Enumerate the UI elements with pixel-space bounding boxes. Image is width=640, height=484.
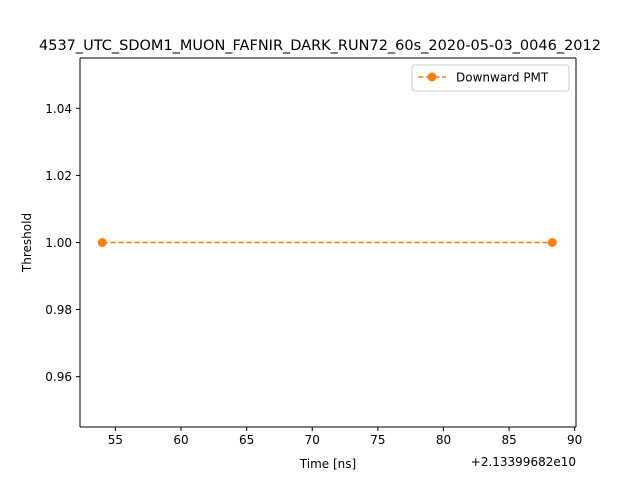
x-tick-label: 70 xyxy=(305,433,320,447)
legend: Downward PMT xyxy=(411,64,570,92)
x-tick-label: 65 xyxy=(239,433,254,447)
x-tick-label: 80 xyxy=(436,433,451,447)
legend-box xyxy=(411,64,570,92)
y-tick-label: 0.98 xyxy=(45,303,72,317)
legend-label-downward-pmt: Downward PMT xyxy=(456,71,549,85)
x-tick-label: 85 xyxy=(501,433,516,447)
series-layer xyxy=(97,238,557,247)
x-axis-label: Time [ns] xyxy=(299,457,356,471)
x-axis-ticks: 55 60 65 70 75 80 85 90 xyxy=(108,427,582,447)
legend-marker-sample xyxy=(427,72,437,82)
chart-title: 4537_UTC_SDOM1_MUON_FAFNIR_DARK_RUN72_60… xyxy=(39,38,601,54)
y-axis-ticks: 0.96 0.98 1.00 1.02 1.04 xyxy=(45,102,80,384)
x-tick-label: 55 xyxy=(108,433,123,447)
y-tick-label: 1.04 xyxy=(45,102,72,116)
y-tick-label: 1.00 xyxy=(45,236,72,250)
y-tick-label: 0.96 xyxy=(45,370,72,384)
data-point xyxy=(97,238,107,247)
x-tick-label: 90 xyxy=(567,433,582,447)
y-axis-label: Threshold xyxy=(20,213,34,273)
data-point xyxy=(547,238,557,247)
x-tick-label: 75 xyxy=(370,433,385,447)
x-tick-label: 60 xyxy=(173,433,188,447)
x-axis-offset-label: +2.13399682e10 xyxy=(471,455,576,469)
y-tick-label: 1.02 xyxy=(45,169,72,183)
